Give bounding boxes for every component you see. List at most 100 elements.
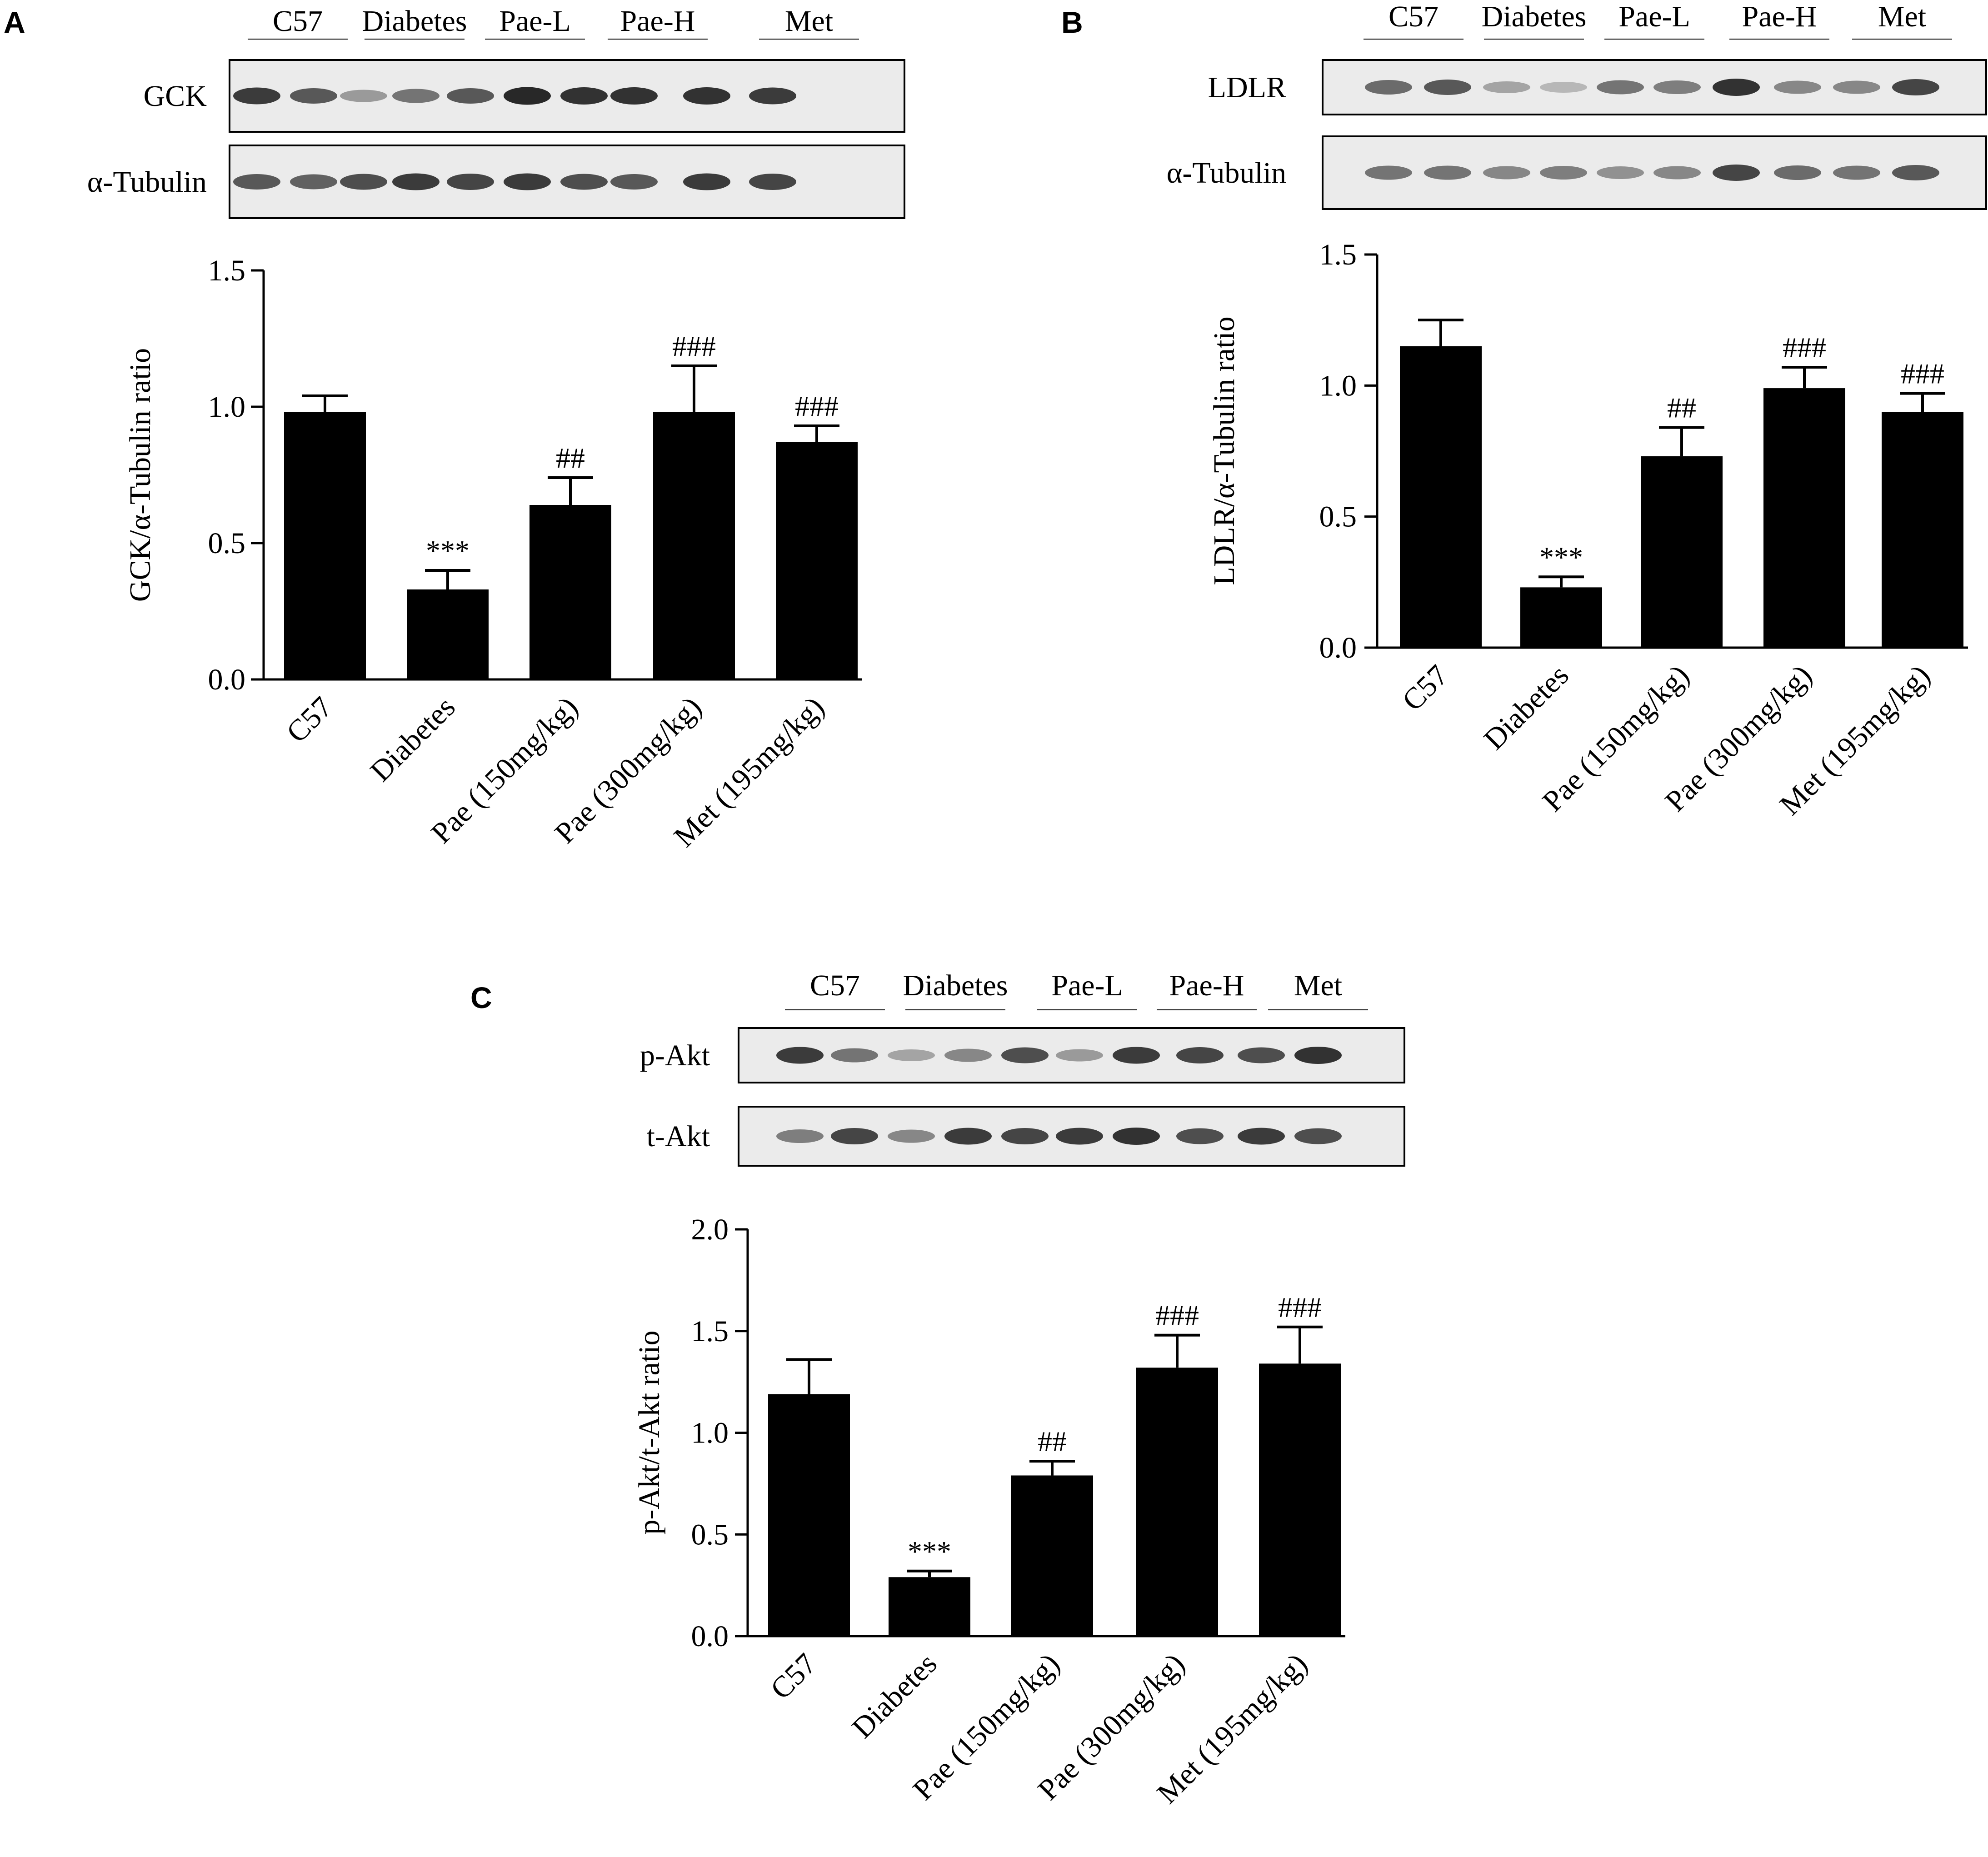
significance-marker: ### (1783, 331, 1826, 364)
blot-group-label-met: Met (1294, 969, 1342, 1002)
bar-met-195mg-kg (1259, 1363, 1341, 1636)
blot-band (888, 1049, 935, 1061)
blot-group-label-pae-l: Pae-L (1618, 0, 1690, 33)
y-tick-label: 0.5 (691, 1518, 729, 1551)
blot-band (1238, 1128, 1285, 1145)
blot-band (1713, 79, 1760, 96)
blot-band (1001, 1047, 1049, 1063)
panel-letter-b: B (1061, 5, 1083, 39)
blot-row-label-t-akt: t-Akt (647, 1120, 710, 1153)
blot-band (749, 87, 796, 105)
blot-band (610, 174, 658, 190)
significance-marker: ### (795, 390, 839, 422)
blot-row-label-p-akt: p-Akt (640, 1039, 710, 1072)
y-tick-label: 1.5 (691, 1315, 729, 1348)
bar-pae-150mg-kg (529, 505, 611, 679)
blot-band (1597, 80, 1644, 95)
blot-band (290, 88, 337, 104)
significance-marker: ### (1155, 1299, 1199, 1332)
panel-letter-c: C (470, 981, 492, 1014)
blot-group-label-pae-l: Pae-L (1051, 969, 1123, 1002)
blot-band (560, 174, 608, 190)
blot-band (1424, 165, 1471, 180)
blot-band (1653, 166, 1701, 180)
bar-c57 (1400, 346, 1482, 648)
blot-band (610, 87, 658, 105)
blot-group-label-met: Met (785, 5, 833, 38)
western-blot-c: C57 Diabetes Pae-L Pae-H Met p-Akt t-Akt (640, 969, 1405, 1167)
blot-band (1483, 166, 1530, 180)
bar-met-195mg-kg (776, 442, 858, 679)
bar-pae-150mg-kg (1011, 1475, 1093, 1636)
bar-pae-300mg-kg (653, 412, 735, 679)
blot-band (1892, 165, 1939, 180)
blot-band (831, 1128, 878, 1144)
blot-group-label-diabetes: Diabetes (903, 969, 1008, 1002)
bar-met-195mg-kg (1882, 412, 1963, 648)
bar-diabetes (1520, 587, 1602, 648)
bar-pae-300mg-kg (1136, 1368, 1218, 1636)
blot-band (340, 174, 387, 190)
y-tick-label: 0.0 (691, 1620, 729, 1653)
significance-marker: ### (1901, 358, 1944, 390)
blot-band (392, 89, 440, 103)
blot-band (447, 174, 494, 190)
blot-band (1056, 1049, 1103, 1062)
y-tick-label: 0.5 (208, 527, 246, 560)
y-axis-label: GCK/α-Tubulin ratio (124, 348, 157, 602)
blot-group-label-pae-l: Pae-L (499, 5, 571, 38)
blot-band (1540, 166, 1587, 180)
panel-letter-a: A (4, 5, 25, 39)
bar-c57 (284, 412, 366, 679)
significance-marker: ## (1038, 1425, 1067, 1458)
bar-c57 (768, 1394, 850, 1636)
blot-band (831, 1048, 878, 1063)
blot-band (392, 173, 440, 190)
significance-marker: *** (426, 534, 470, 567)
blot-band (233, 87, 280, 105)
blot-band (1653, 80, 1701, 94)
blot-band (944, 1128, 992, 1145)
significance-marker: ## (1667, 392, 1696, 424)
blot-group-label-c57: C57 (273, 5, 323, 38)
y-tick-label: 1.0 (1319, 369, 1357, 402)
blot-group-label-pae-h: Pae-H (1742, 0, 1817, 33)
blot-band (1540, 82, 1587, 93)
blot-group-label-met: Met (1878, 0, 1926, 33)
blot-band (776, 1129, 824, 1143)
significance-marker: ### (1278, 1291, 1322, 1323)
western-blot-b: C57 Diabetes Pae-L Pae-H Met LDLR α-Tubulin (1167, 0, 1987, 210)
blot-band (1056, 1128, 1103, 1145)
blot-band (1113, 1047, 1160, 1064)
blot-band (504, 173, 551, 190)
blot-row-label-gck: GCK (144, 80, 207, 113)
blot-band (683, 173, 730, 190)
blot-group-label-diabetes: Diabetes (1482, 0, 1587, 33)
blot-row-label-tubulin: α-Tubulin (1167, 156, 1286, 190)
bar-diabetes (407, 589, 489, 679)
blot-band (1238, 1047, 1285, 1063)
blot-band (1892, 79, 1939, 95)
bar-diabetes (889, 1577, 970, 1636)
y-tick-label: 2.0 (691, 1213, 729, 1246)
y-axis-label: p-Akt/t-Akt ratio (633, 1330, 666, 1534)
western-blot-a: C57 Diabetes Pae-L Pae-H Met GCK α-Tubulin (87, 5, 905, 219)
blot-row-label-tubulin: α-Tubulin (87, 165, 207, 199)
blot-group-label-pae-h: Pae-H (620, 5, 695, 38)
blot-band (1833, 80, 1880, 94)
blot-band (1365, 165, 1412, 180)
y-tick-label: 1.0 (208, 390, 246, 424)
blot-band (1365, 80, 1412, 95)
blot-row-label-ldlr: LDLR (1208, 71, 1286, 104)
significance-marker: *** (1539, 541, 1583, 573)
blot-band (1774, 80, 1821, 94)
blot-band (1833, 165, 1880, 180)
blot-band (776, 1047, 824, 1064)
blot-band (290, 174, 337, 190)
blot-band (1294, 1128, 1342, 1144)
blot-band (1176, 1047, 1224, 1063)
significance-marker: *** (908, 1535, 951, 1567)
y-tick-label: 0.0 (208, 663, 246, 696)
blot-band (233, 174, 280, 190)
blot-band (447, 88, 494, 104)
